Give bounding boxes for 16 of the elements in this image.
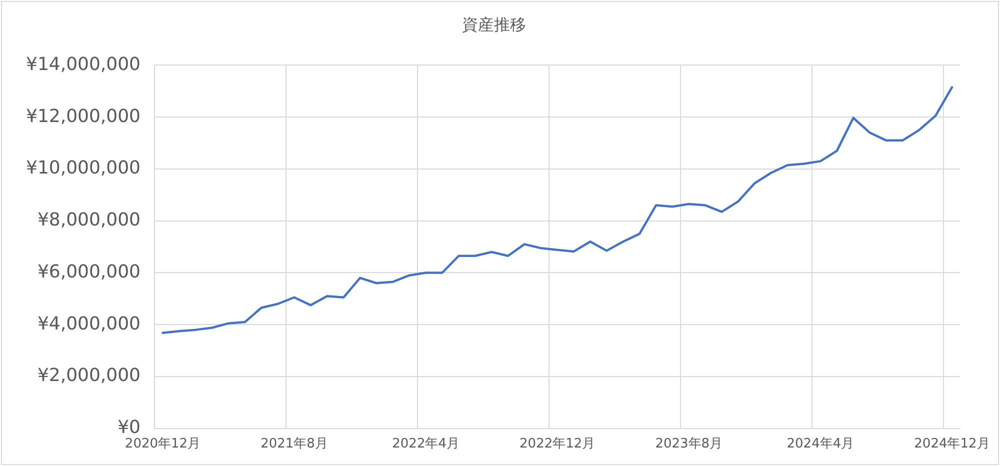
x-tick-label: 2020年12月 — [124, 436, 201, 452]
y-tick-label: ¥8,000,000 — [37, 210, 141, 231]
y-tick-label: ¥0 — [118, 417, 141, 438]
x-tick-label: 2022年12月 — [520, 436, 596, 452]
x-tick-label: 2023年8月 — [655, 436, 723, 452]
y-tick-label: ¥4,000,000 — [37, 313, 141, 334]
y-tick-label: ¥12,000,000 — [26, 106, 141, 127]
x-tick-label: 2024年4月 — [786, 436, 854, 452]
chart-title: 資産推移 — [462, 14, 526, 34]
x-tick-label: 2024年12月 — [914, 436, 990, 452]
y-tick-label: ¥10,000,000 — [26, 158, 141, 179]
y-tick-label: ¥2,000,000 — [37, 365, 141, 386]
y-tick-label: ¥14,000,000 — [26, 54, 141, 75]
x-tick-label: 2021年8月 — [260, 436, 328, 452]
y-tick-label: ¥6,000,000 — [37, 261, 141, 282]
x-tick-label: 2022年4月 — [392, 436, 460, 452]
